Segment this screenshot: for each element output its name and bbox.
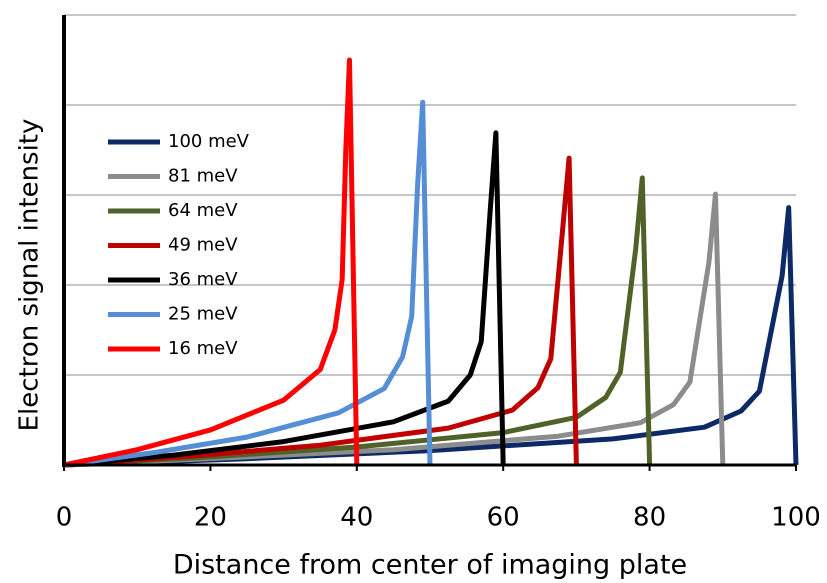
x-axis-label: Distance from center of imaging plate [173,550,687,581]
series-line [63,191,726,468]
x-tick-label: 60 [487,503,520,533]
legend-label: 49 meV [168,235,238,256]
series-line [63,175,653,468]
legend-label: 16 meV [168,338,238,359]
legend-label: 25 meV [168,304,238,325]
series-line [63,130,506,468]
x-tick-label: 40 [340,503,373,533]
legend-label: 36 meV [168,269,238,290]
x-tick-label: 80 [633,503,666,533]
series-line [63,99,433,468]
x-tick-label: 0 [56,503,73,533]
legend-label: 100 meV [168,131,250,152]
x-tick-label: 20 [194,503,227,533]
series-line [63,155,579,468]
series-line [63,57,360,468]
legend-label: 64 meV [168,200,238,221]
legend-label: 81 meV [168,166,238,187]
x-tick-label: 100 [771,503,821,533]
y-axis-label: Electron signal intensity [15,119,45,432]
